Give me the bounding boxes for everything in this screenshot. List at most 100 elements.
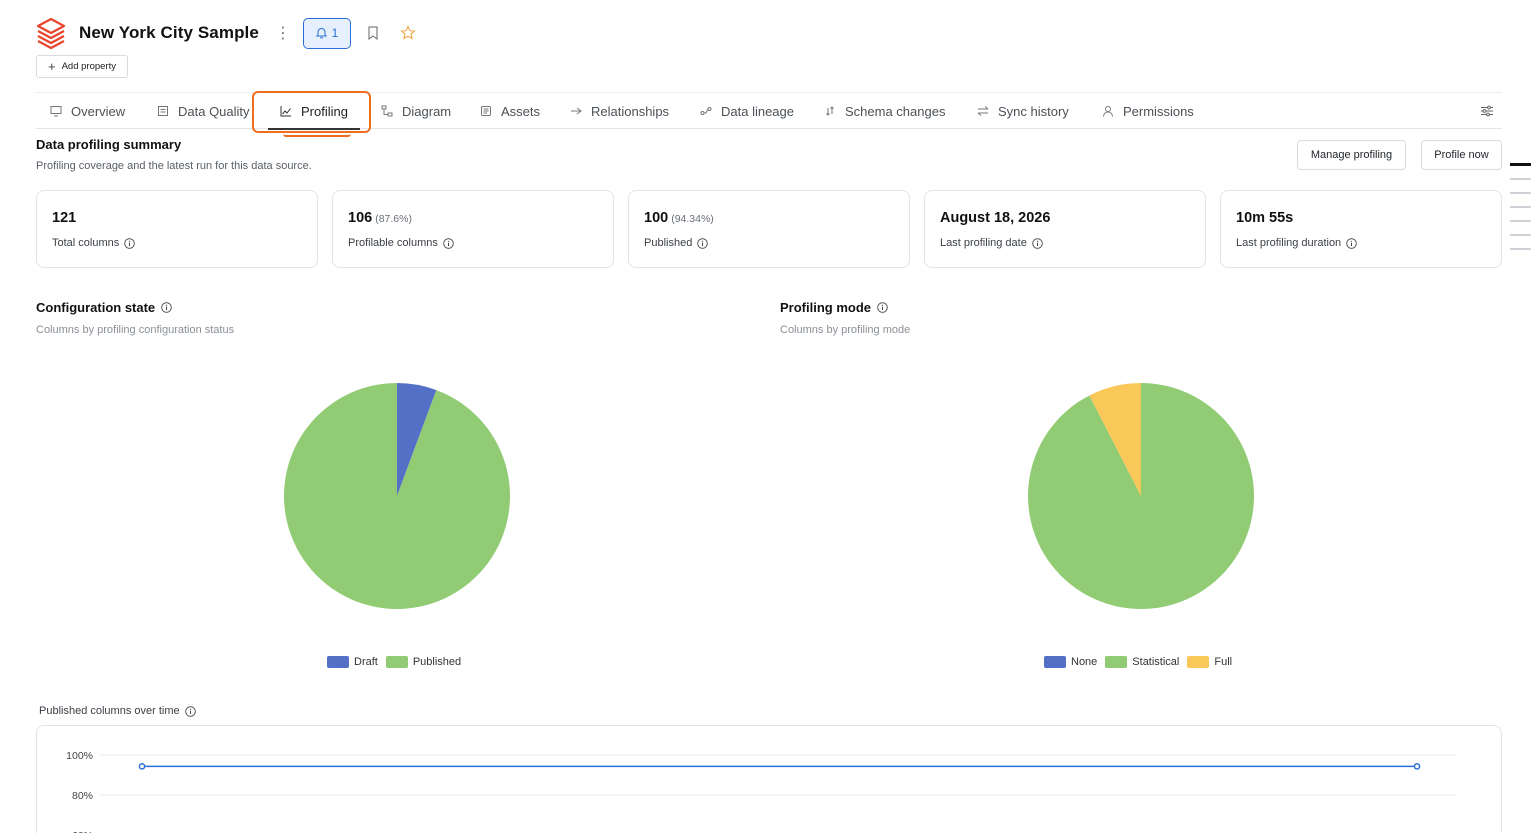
card-value: 121	[52, 210, 77, 226]
tab-label: Schema changes	[845, 103, 946, 119]
pie-slice-published[interactable]	[284, 383, 510, 609]
header: New York City Sample ⋮ 1	[36, 14, 416, 52]
info-icon[interactable]	[124, 237, 136, 249]
add-property-label: Add property	[61, 61, 116, 72]
card-value: 106 (87.6%)	[348, 210, 412, 226]
card-label: Last profiling duration	[1236, 237, 1357, 249]
summary-subtitle: Profiling coverage and the latest run fo…	[36, 160, 312, 172]
tab-profiling[interactable]: Profiling	[268, 93, 360, 130]
checklist-icon	[158, 106, 168, 116]
tab-label: Data Quality	[178, 103, 250, 119]
user-icon	[1103, 106, 1113, 117]
add-property-button[interactable]: + Add property	[36, 55, 128, 78]
info-icon[interactable]	[697, 237, 709, 249]
tab-label: Diagram	[402, 103, 452, 119]
tab-data-quality[interactable]: Data Quality	[157, 93, 250, 129]
scroll-mark[interactable]	[1510, 248, 1531, 250]
pie-slice-draft[interactable]	[397, 383, 437, 496]
scroll-mark[interactable]	[1510, 178, 1531, 180]
info-icon[interactable]	[184, 705, 196, 717]
scroll-mark[interactable]	[1510, 220, 1531, 222]
data-point[interactable]	[1413, 762, 1421, 770]
chart-icon	[280, 106, 291, 117]
config-state-subtitle: Columns by profiling configuration statu…	[36, 324, 235, 336]
tab-label: Sync history	[998, 103, 1069, 119]
bookmark-icon[interactable]	[366, 25, 380, 41]
tab-label: Relationships	[591, 103, 670, 119]
legend-item-full[interactable]: Full	[1187, 656, 1232, 668]
card-last-profiling-date: August 18, 2026 Last profiling date	[924, 190, 1206, 268]
y-tick-label: 60%	[72, 830, 93, 833]
tab-bar: Overview Data Quality Profiling Diagram …	[36, 92, 1502, 130]
scroll-mark[interactable]	[1510, 206, 1531, 208]
info-icon[interactable]	[443, 237, 454, 249]
card-label: Total columns	[52, 237, 136, 249]
card-label: Published	[644, 237, 709, 249]
pie-slice-full[interactable]	[1089, 383, 1141, 496]
legend-item-statistical[interactable]: Statistical	[1105, 656, 1179, 668]
line-chart-title: Published columns over time	[39, 705, 196, 717]
card-value: 100 (94.34%)	[644, 210, 714, 226]
y-tick-label: 80%	[72, 790, 93, 802]
diagram-icon	[381, 105, 393, 117]
profiling-mode-subtitle: Columns by profiling mode	[780, 324, 911, 336]
card-last-profiling-duration: 10m 55s Last profiling duration	[1220, 190, 1502, 268]
highlight-underline	[283, 134, 351, 137]
tab-assets[interactable]: Assets	[480, 93, 540, 129]
bell-icon	[315, 28, 327, 39]
summary-title: Data profiling summary	[36, 137, 182, 152]
card-published: 100 (94.34%) Published	[628, 190, 910, 268]
alerts-button[interactable]: 1	[302, 17, 351, 49]
card-total-columns: 121 Total columns	[36, 190, 318, 268]
scroll-mark[interactable]	[1510, 192, 1531, 194]
lineage-icon	[700, 107, 712, 115]
assets-icon	[481, 106, 491, 116]
tab-diagram[interactable]: Diagram	[381, 93, 451, 129]
tab-relationships[interactable]: Relationships	[570, 93, 669, 129]
sync-icon	[977, 106, 989, 116]
schema-changes-icon	[826, 106, 834, 116]
more-options-icon[interactable]: ⋮	[274, 25, 291, 42]
published-columns-line-chart: 100% 80% 60%	[66, 750, 1457, 833]
profiling-mode-pie-chart	[1028, 383, 1254, 609]
profile-now-button[interactable]: Profile now	[1421, 140, 1502, 170]
databricks-logo-icon	[36, 17, 66, 50]
legend-item-published[interactable]: Published	[385, 656, 461, 668]
card-value: 10m 55s	[1236, 210, 1294, 226]
tab-label: Permissions	[1123, 103, 1194, 119]
data-point[interactable]	[138, 762, 146, 770]
line-chart-panel: 100% 80% 60%	[36, 725, 1502, 833]
tab-label: Overview	[71, 103, 126, 119]
page-title: New York City Sample	[79, 23, 259, 42]
card-profilable-columns: 106 (87.6%) Profilable columns	[332, 190, 614, 268]
scroll-mark-active[interactable]	[1510, 163, 1531, 166]
info-icon[interactable]	[1032, 237, 1043, 249]
info-icon[interactable]	[161, 302, 172, 313]
tab-overview[interactable]: Overview	[50, 93, 125, 129]
monitor-icon	[50, 106, 62, 117]
scroll-mark[interactable]	[1510, 234, 1531, 236]
star-icon[interactable]	[400, 25, 416, 41]
profiling-mode-legend: None Statistical Full	[1044, 656, 1232, 668]
config-state-legend: Draft Published	[327, 656, 461, 668]
legend-item-draft[interactable]: Draft	[327, 656, 378, 668]
card-value: August 18, 2026	[940, 210, 1051, 226]
settings-sliders-icon[interactable]	[1480, 104, 1494, 118]
y-tick-label: 100%	[66, 750, 93, 762]
tab-data-lineage[interactable]: Data lineage	[700, 93, 794, 129]
page-scroll-indicator[interactable]	[1510, 163, 1531, 262]
legend-item-none[interactable]: None	[1044, 656, 1097, 668]
tab-label: Profiling	[301, 103, 348, 119]
info-icon[interactable]	[1346, 237, 1357, 249]
tab-schema-changes[interactable]: Schema changes	[824, 93, 945, 129]
info-icon[interactable]	[877, 302, 888, 313]
card-label: Profilable columns	[348, 237, 454, 249]
tab-permissions[interactable]: Permissions	[1102, 93, 1194, 129]
config-state-pie-chart	[284, 383, 510, 609]
config-state-title: Configuration state	[36, 300, 172, 315]
tab-label: Assets	[501, 103, 541, 119]
profiling-mode-title: Profiling mode	[780, 300, 888, 315]
card-label: Last profiling date	[940, 237, 1043, 249]
manage-profiling-button[interactable]: Manage profiling	[1297, 140, 1406, 170]
tab-sync-history[interactable]: Sync history	[977, 93, 1069, 129]
